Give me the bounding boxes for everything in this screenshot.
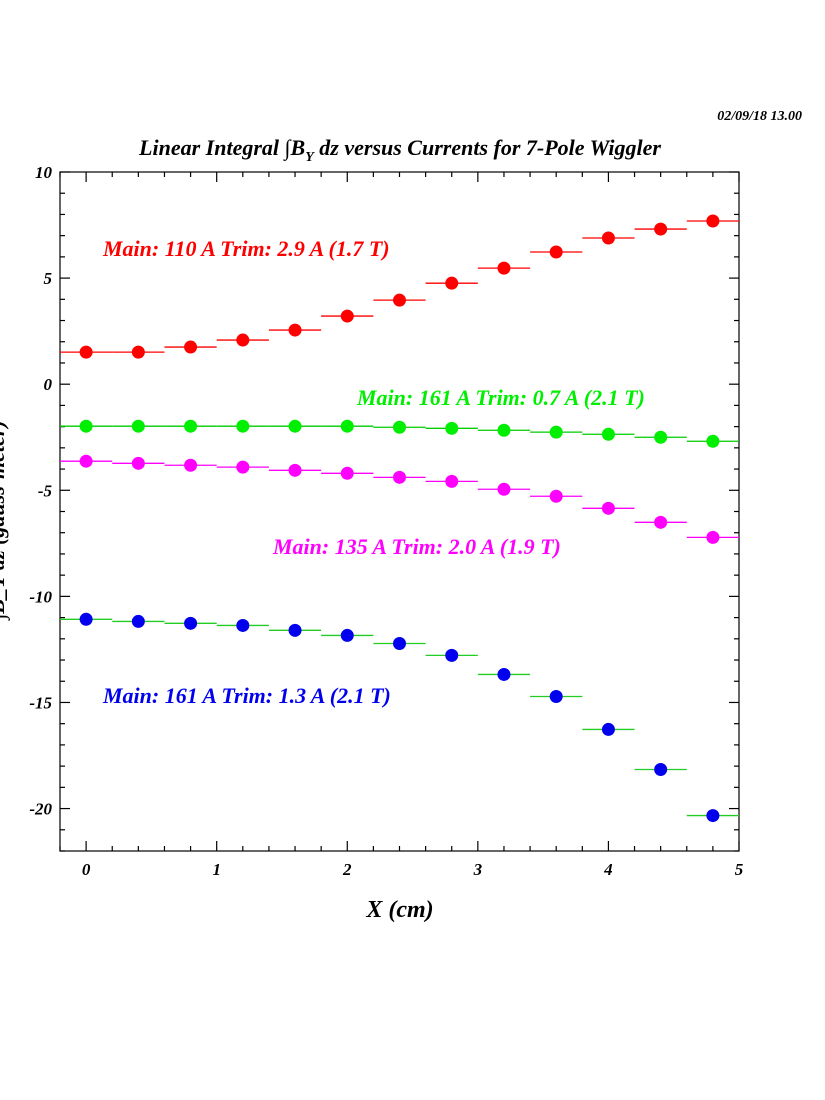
data-point xyxy=(288,323,302,337)
data-point xyxy=(445,276,459,290)
data-point xyxy=(340,309,354,323)
y-axis-label: ∫B_Y dz (gauss-meter) xyxy=(0,420,10,621)
data-point xyxy=(549,489,563,503)
data-point xyxy=(79,345,93,359)
chart-title: Linear Integral ∫BY dz versus Currents f… xyxy=(138,135,661,165)
data-point xyxy=(654,430,668,444)
data-point xyxy=(393,636,406,650)
data-point xyxy=(549,245,563,259)
data-point xyxy=(184,616,198,630)
series-label: Main: 110 A Trim: 2.9 A (1.7 T) xyxy=(102,236,390,261)
data-point xyxy=(393,293,406,307)
data-point xyxy=(288,623,302,637)
data-point xyxy=(79,612,93,626)
data-point xyxy=(131,456,145,470)
data-point xyxy=(654,763,668,777)
series-label: Main: 161 A Trim: 0.7 A (2.1 T) xyxy=(356,385,645,410)
data-point xyxy=(497,482,511,496)
data-point xyxy=(184,340,198,354)
data-point xyxy=(549,425,563,439)
y-tick-label: 0 xyxy=(44,375,53,394)
data-point xyxy=(445,421,459,435)
data-point xyxy=(601,501,615,515)
data-point xyxy=(706,809,720,823)
x-tick-label: 4 xyxy=(603,860,613,879)
data-point xyxy=(236,419,250,433)
data-point xyxy=(236,460,250,474)
x-tick-label: 1 xyxy=(212,860,221,879)
data-point xyxy=(131,614,145,628)
data-point xyxy=(549,690,563,704)
data-point xyxy=(601,427,615,441)
data-point xyxy=(601,231,615,245)
series-label: Main: 135 A Trim: 2.0 A (1.9 T) xyxy=(272,534,561,559)
data-point xyxy=(236,333,250,347)
data-point xyxy=(445,474,459,488)
data-point xyxy=(393,470,406,484)
data-point xyxy=(79,419,93,433)
data-point xyxy=(706,530,720,544)
x-tick-label: 3 xyxy=(473,860,483,879)
data-point xyxy=(393,420,406,434)
y-tick-label: -5 xyxy=(38,481,53,500)
data-point xyxy=(654,222,668,236)
x-tick-label: 2 xyxy=(342,860,352,879)
plot-frame xyxy=(59,171,740,852)
y-tick-label: 5 xyxy=(44,269,53,288)
data-point xyxy=(79,454,93,468)
y-tick-label: -15 xyxy=(29,693,52,712)
data-point xyxy=(236,618,250,632)
x-tick-label: 0 xyxy=(82,860,91,879)
series-4 xyxy=(60,612,739,823)
data-point xyxy=(497,261,511,275)
timestamp: 02/09/18 13.00 xyxy=(717,109,802,124)
data-point xyxy=(497,667,511,681)
series-label: Main: 161 A Trim: 1.3 A (2.1 T) xyxy=(102,683,391,708)
series-3 xyxy=(60,454,739,544)
data-point xyxy=(497,423,511,437)
data-point xyxy=(445,648,459,662)
series-1 xyxy=(60,214,739,359)
data-point xyxy=(184,458,198,472)
data-point xyxy=(288,463,302,477)
data-point xyxy=(131,345,145,359)
x-tick-label: 5 xyxy=(735,860,744,879)
y-tick-label: -20 xyxy=(29,800,52,819)
data-point xyxy=(340,466,354,480)
data-point xyxy=(706,434,720,448)
y-tick-label: 10 xyxy=(35,163,53,182)
x-axis-label: X (cm) xyxy=(365,897,433,923)
data-point xyxy=(601,722,615,736)
data-point xyxy=(340,419,354,433)
data-point xyxy=(706,214,720,228)
data-point xyxy=(340,628,354,642)
data-point xyxy=(654,515,668,529)
y-tick-label: -10 xyxy=(29,587,52,606)
data-point xyxy=(184,419,198,433)
data-point xyxy=(288,419,302,433)
series-2 xyxy=(60,419,739,448)
data-point xyxy=(131,419,145,433)
